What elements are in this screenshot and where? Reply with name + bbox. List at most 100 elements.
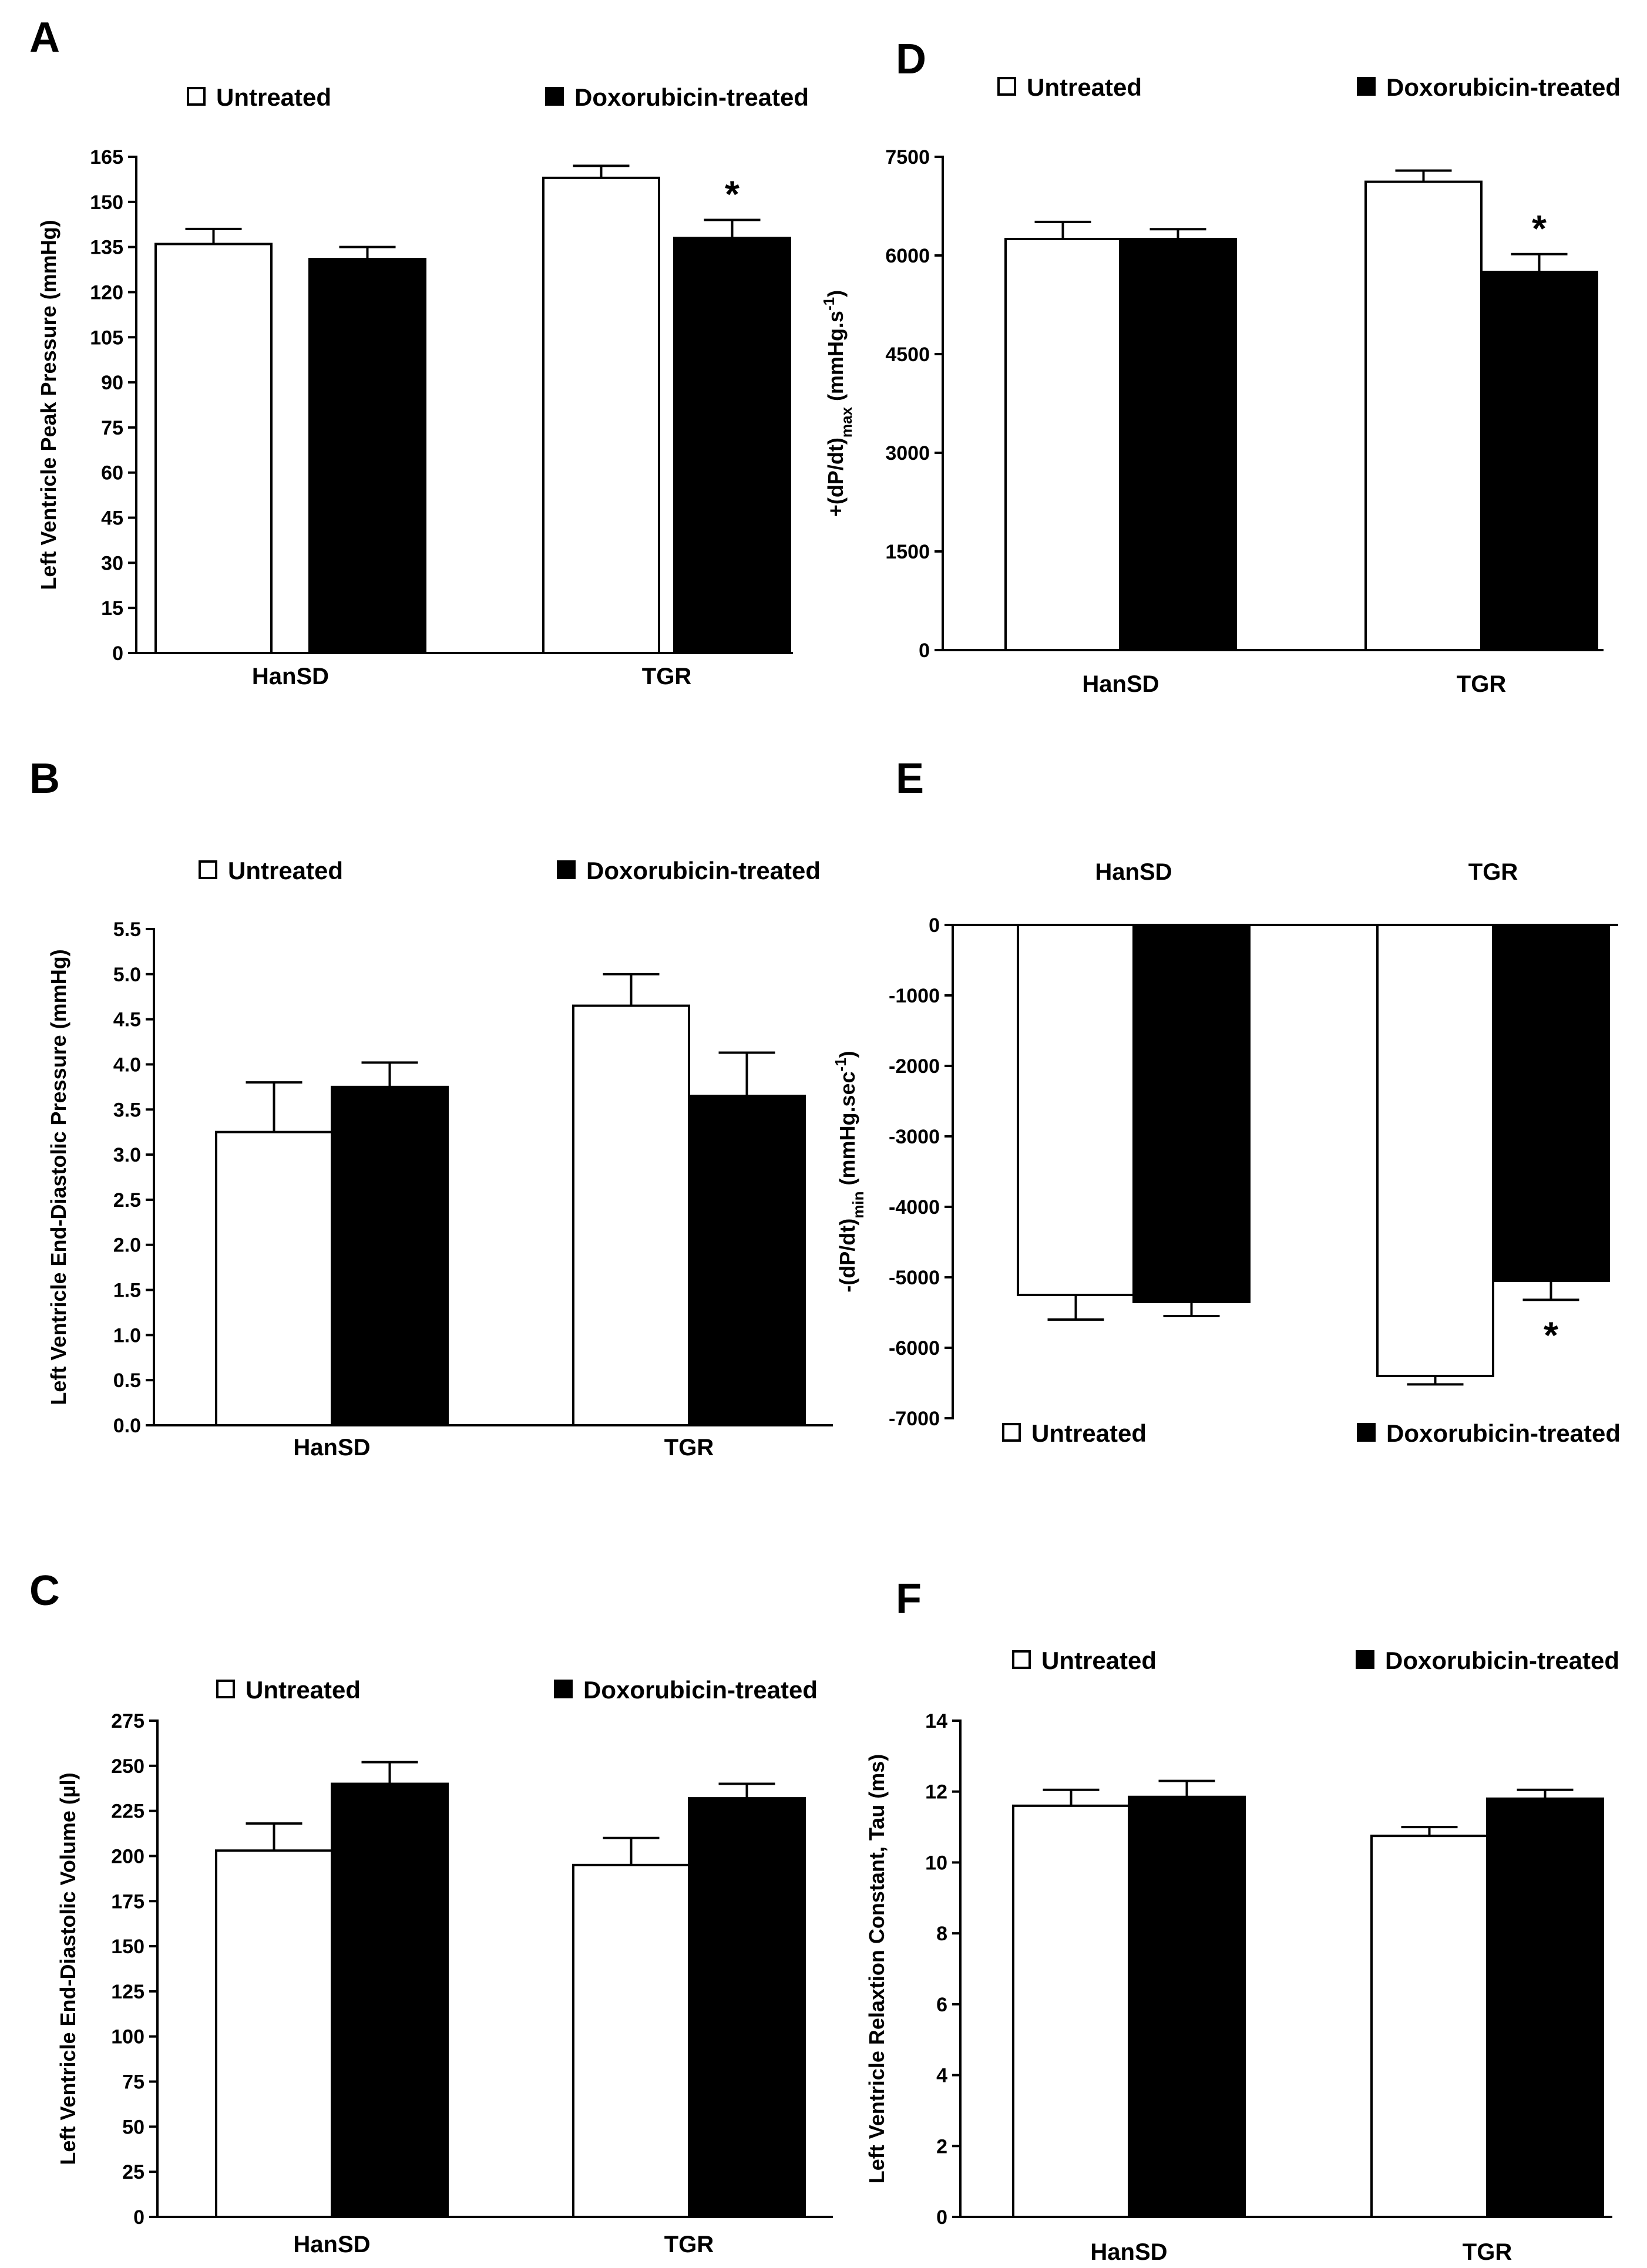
y-tick-label: 6000: [885, 245, 930, 267]
legend-label-untreated: Untreated: [216, 83, 331, 111]
bar-tgr-untreated: [1376, 924, 1494, 1377]
error-bar-hansd-treated: [361, 1761, 418, 1784]
panel-e: E Untreated Doxorubicin-treated HanSD TGR * -7…: [832, 755, 1621, 1447]
legend: Untreated Doxorubicin-treated: [216, 1676, 818, 1704]
y-tick-label: 4: [936, 2065, 947, 2087]
bar-hansd-untreated: [1012, 1804, 1130, 2219]
y-tick-label: -1000: [889, 985, 940, 1007]
y-tick-label: -3000: [889, 1126, 940, 1148]
y-tick-label: -7000: [889, 1408, 940, 1430]
y-tick-label: 75: [101, 417, 123, 439]
legend-swatch-treated: [1356, 1650, 1374, 1669]
category-label-hansd: HanSD: [293, 1435, 370, 1461]
bar-tgr-untreated: [1364, 180, 1483, 651]
bar-hansd-treated: [308, 258, 426, 654]
y-axis-title: Left Ventricle End-Diastolic Pressure (m…: [46, 949, 70, 1405]
significance-marker: *: [1544, 1314, 1558, 1356]
y-tick-label: 4500: [885, 344, 930, 366]
category-label-tgr: TGR: [1457, 671, 1507, 697]
y-tick-label: 250: [111, 1755, 144, 1778]
bar-tgr-treated: [1492, 924, 1610, 1282]
category-label-tgr: TGR: [1463, 2239, 1512, 2265]
legend-label-untreated: Untreated: [228, 857, 343, 884]
legend-swatch-untreated: [199, 860, 217, 879]
y-tick-label: 12: [925, 1781, 947, 1803]
legend-label-untreated: Untreated: [246, 1676, 361, 1704]
bar-tgr-untreated: [572, 1863, 690, 2218]
y-tick-label: 0: [112, 642, 123, 665]
legend-swatch-treated: [557, 860, 576, 879]
y-axis-title-part: -1: [832, 1058, 849, 1071]
error-bar-tgr-treated: [718, 1051, 775, 1096]
legend: Untreated Doxorubicin-treated: [199, 857, 821, 884]
error-bar-hansd-untreated: [1047, 1295, 1104, 1321]
bar-tgr-treated: [688, 1797, 806, 2218]
y-axis-title: Left Ventricle Relaxtion Constant, Tau (…: [865, 1754, 889, 2183]
error-bar-hansd-untreated: [246, 1822, 302, 1851]
legend-label-untreated: Untreated: [1041, 1647, 1157, 1674]
category-label-hansd: HanSD: [1090, 2239, 1167, 2265]
y-tick-label: 150: [111, 1936, 144, 1958]
category-label-tgr: TGR: [642, 664, 692, 689]
category-label-tgr: TGR: [664, 1435, 714, 1461]
panel-b: B Untreated Doxorubicin-treated HanSD TGR 0.0…: [29, 755, 833, 1461]
bar-hansd-untreated: [1017, 924, 1135, 1296]
bar-hansd-treated: [331, 1782, 449, 2218]
bar-tgr-untreated: [1370, 1835, 1488, 2218]
legend-label-untreated: Untreated: [1031, 1419, 1147, 1447]
error-bar-tgr-treated: [1517, 1788, 1574, 1799]
y-tick-label: 30: [101, 552, 123, 574]
error-bar-tgr-treated: [718, 1782, 775, 1799]
y-axis-title-part: +(dP/dt): [823, 438, 848, 517]
legend-swatch-treated: [1357, 1423, 1376, 1442]
y-tick-label: 2.0: [113, 1234, 141, 1257]
error-bar-hansd-untreated: [185, 227, 242, 244]
panel-letter: A: [29, 14, 60, 61]
y-tick-label: 2.5: [113, 1189, 141, 1212]
legend-label-treated: Doxorubicin-treated: [1385, 1647, 1619, 1674]
y-tick-label: 75: [122, 2071, 144, 2094]
bar-hansd-treated: [331, 1085, 449, 1426]
legend-swatch-treated: [545, 87, 564, 106]
bar-hansd-treated: [1119, 238, 1237, 651]
y-tick-label: 90: [101, 372, 123, 394]
y-tick-label: 3.0: [113, 1144, 141, 1166]
error-bar-tgr-untreated: [1401, 1826, 1458, 1836]
legend-label-treated: Doxorubicin-treated: [574, 83, 809, 111]
y-axis-title-part: min: [849, 1192, 867, 1219]
y-axis-title-part: ): [835, 1051, 859, 1058]
y-tick-label: 175: [111, 1890, 144, 1913]
y-tick-label: 0: [929, 914, 940, 937]
error-bar-hansd-untreated: [1043, 1788, 1100, 1806]
panel-letter: C: [29, 1567, 60, 1614]
legend: Untreated Doxorubicin-treated: [1002, 1419, 1621, 1447]
y-tick-label: 5.0: [113, 964, 141, 986]
legend-label-treated: Doxorubicin-treated: [583, 1676, 818, 1704]
error-bar-hansd-untreated: [246, 1081, 302, 1132]
y-tick-label: 100: [111, 2026, 144, 2048]
panel-f: F Untreated Doxorubicin-treated HanSD TGR 0 2 4…: [865, 1576, 1619, 2265]
y-tick-label: 14: [925, 1710, 947, 1732]
y-tick-label: 135: [90, 237, 123, 259]
error-bar-hansd-treated: [1163, 1302, 1220, 1317]
panel-d: D Untreated Doxorubicin-treated HanSD TGR * 0 1…: [820, 36, 1621, 697]
y-tick-label: 225: [111, 1801, 144, 1823]
y-tick-label: 4.0: [113, 1054, 141, 1076]
legend: Untreated Doxorubicin-treated: [997, 73, 1621, 101]
y-axis-title-part: -(dP/dt): [835, 1219, 859, 1293]
y-tick-label: 0: [936, 2206, 947, 2229]
panel-letter: E: [896, 755, 924, 802]
error-bar-tgr-untreated: [603, 1836, 660, 1865]
error-bar-tgr-treated: [1511, 253, 1568, 272]
y-axis-title: +(dP/dt)max (mmHg.s-1): [820, 290, 855, 517]
legend-label-treated: Doxorubicin-treated: [1386, 1419, 1621, 1447]
y-axis-title-part: (mmHg.s: [823, 311, 848, 407]
y-tick-label: 45: [101, 507, 123, 530]
y-axis-title-part: max: [838, 407, 855, 438]
y-tick-label: 2: [936, 2135, 947, 2158]
y-axis-title: -(dP/dt)min (mmHg.sec-1): [832, 1051, 867, 1292]
error-bar-tgr-treated: [704, 218, 761, 238]
y-tick-label: -6000: [889, 1337, 940, 1360]
legend-swatch-treated: [1357, 77, 1376, 96]
